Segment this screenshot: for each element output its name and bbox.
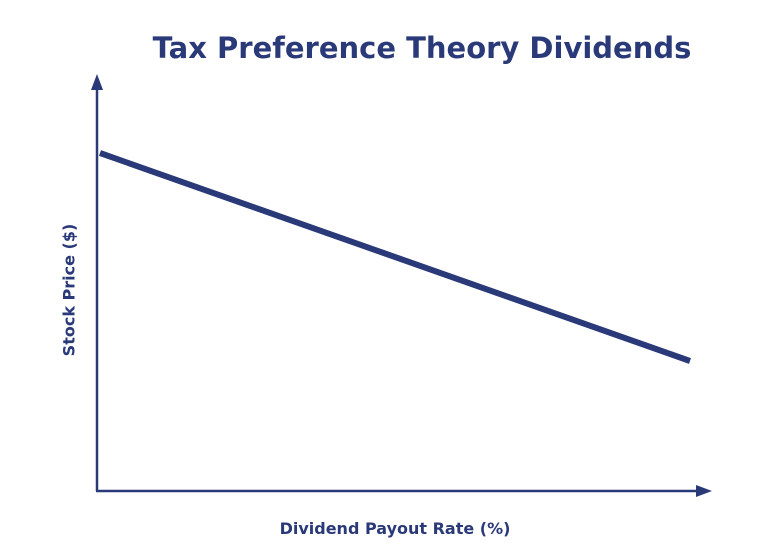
x-axis-arrow (696, 485, 712, 497)
y-axis-label: Stock Price ($) (60, 224, 79, 357)
price-line (99, 150, 691, 364)
x-axis-label: Dividend Payout Rate (%) (280, 519, 511, 538)
y-axis-arrow (91, 74, 103, 90)
title: Tax Preference Theory Dividends (153, 31, 692, 65)
